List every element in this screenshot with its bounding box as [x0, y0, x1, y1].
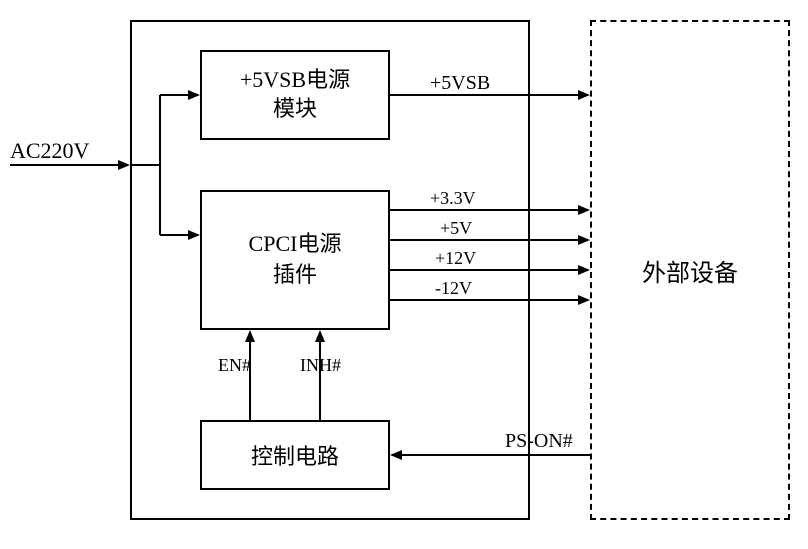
control-circuit-box: 控制电路	[200, 420, 390, 490]
external-device-box: 外部设备	[590, 20, 790, 520]
vsb-module-line2: 模块	[273, 95, 317, 124]
v33-label: +3.3V	[430, 188, 476, 209]
v5-label: +5V	[440, 218, 472, 239]
cpci-line1: CPCI电源	[249, 229, 342, 260]
input-label: AC220V	[10, 138, 89, 164]
cpci-plugin-box: CPCI电源 插件	[200, 190, 390, 330]
vsb-module-line1: +5VSB电源	[240, 66, 350, 95]
ps-on-label: PS-ON#	[505, 430, 573, 453]
external-device-label: 外部设备	[642, 253, 738, 288]
en-label: EN#	[218, 355, 251, 376]
vsb-out-label: +5VSB	[430, 72, 490, 95]
cpci-line2: 插件	[273, 260, 317, 291]
inh-label: INH#	[300, 355, 341, 376]
vn12-label: -12V	[435, 278, 472, 299]
control-circuit-label: 控制电路	[251, 439, 339, 471]
v12-label: +12V	[435, 248, 476, 269]
vsb-module-box: +5VSB电源 模块	[200, 50, 390, 140]
